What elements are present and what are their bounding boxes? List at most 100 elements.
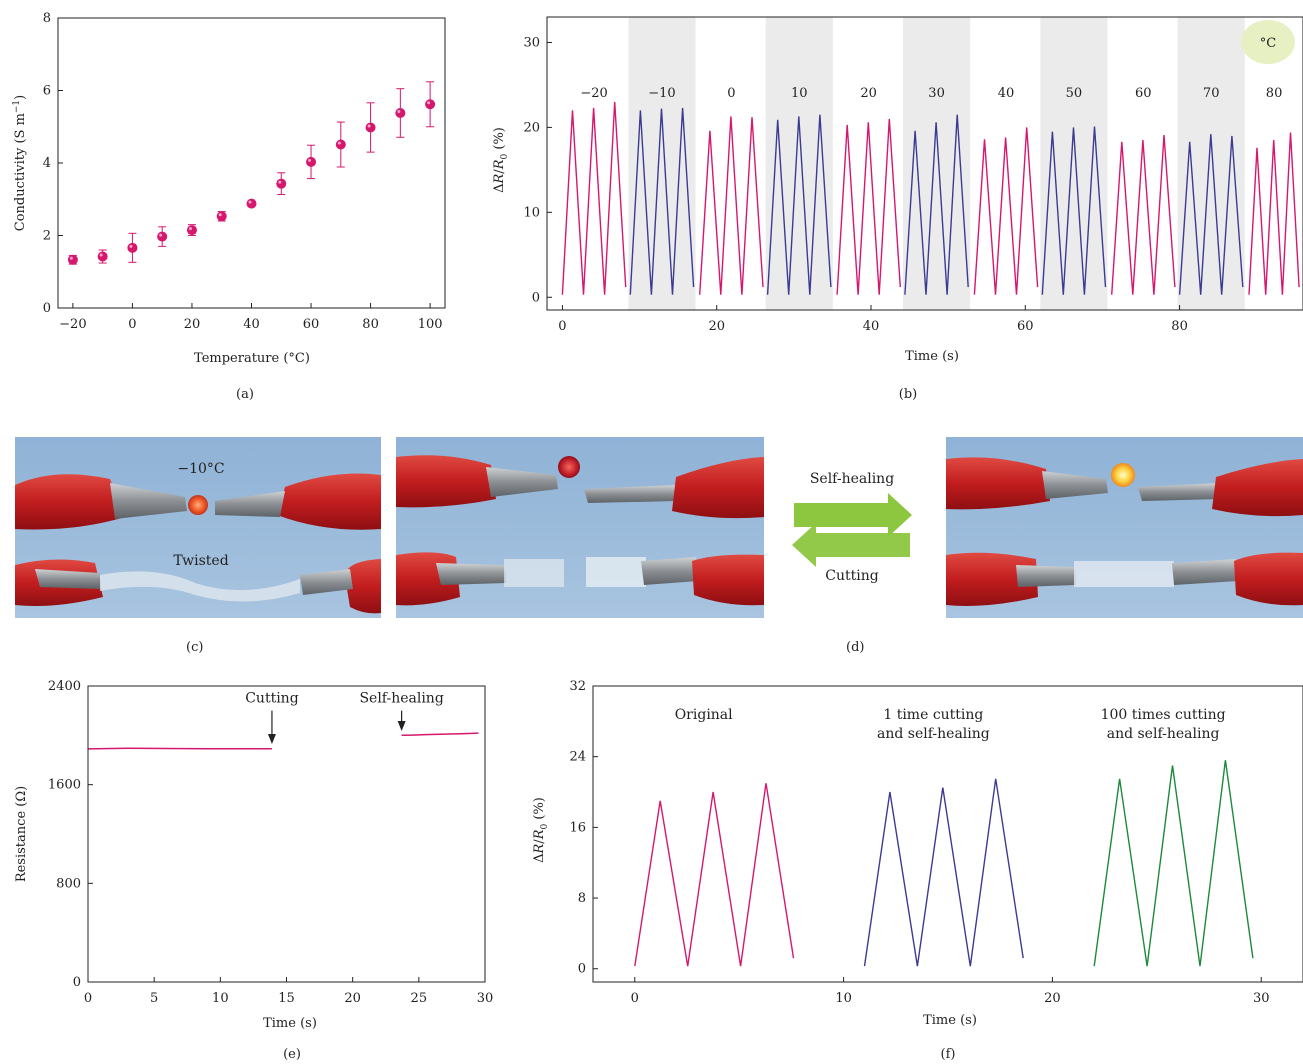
photo-c: −10°C Twisted bbox=[15, 437, 381, 618]
photo-c-twisted-label: Twisted bbox=[173, 553, 228, 569]
unit-badge-text: °C bbox=[1260, 36, 1277, 51]
x-tick-label: 60 bbox=[1017, 319, 1034, 334]
y-tick-label: 8 bbox=[578, 891, 586, 906]
data-point bbox=[186, 225, 197, 236]
response-curve-segment bbox=[699, 116, 764, 295]
temperature-label: 40 bbox=[998, 86, 1015, 101]
clip-jaw-bottom-right bbox=[641, 557, 698, 585]
data-point bbox=[67, 254, 78, 265]
response-curve-segment bbox=[1178, 134, 1244, 295]
temperature-label: −10 bbox=[648, 86, 675, 101]
chart-a-panel-label: (a) bbox=[236, 387, 254, 402]
y-tick-label: 30 bbox=[523, 35, 540, 50]
data-point bbox=[157, 231, 168, 242]
data-point bbox=[425, 99, 436, 110]
twisted-hydrogel-strip bbox=[100, 571, 300, 602]
healing-cutting-arrows: Self-healing Cutting bbox=[780, 437, 932, 618]
temperature-label: 10 bbox=[791, 86, 808, 101]
clip-red-handle-bottom-right bbox=[345, 559, 381, 614]
clip-jaw-top-left bbox=[486, 467, 558, 497]
response-curve-segment bbox=[836, 118, 901, 295]
y-tick-label: 2 bbox=[43, 229, 51, 244]
series-curve bbox=[634, 783, 795, 967]
healed-hydrogel-strip bbox=[1074, 561, 1174, 587]
event-annotation: Cutting bbox=[245, 691, 298, 707]
y-tick-label: 2400 bbox=[48, 679, 81, 694]
x-tick-label: 80 bbox=[1171, 319, 1188, 334]
clip-red-handle-top-right bbox=[277, 473, 381, 530]
photo-c-temp-label: −10°C bbox=[177, 461, 224, 477]
clip-jaw-top-right bbox=[215, 491, 285, 517]
data-point-highlight bbox=[397, 109, 401, 113]
clip-jaw-bottom-left bbox=[436, 563, 506, 585]
temperature-label: 20 bbox=[860, 86, 877, 101]
y-tick-label: 0 bbox=[532, 290, 540, 305]
clip-red-handle-bottom-left bbox=[946, 552, 1038, 606]
chart-b-xlabel: Time (s) bbox=[905, 349, 959, 364]
chart-b-panel-label: (b) bbox=[899, 387, 917, 402]
x-tick-label: 30 bbox=[1253, 991, 1270, 1006]
y-tick-label: 1600 bbox=[48, 778, 81, 793]
x-tick-label: 80 bbox=[362, 317, 379, 332]
clip-red-handle-top-left bbox=[946, 457, 1050, 510]
x-tick-label: 5 bbox=[150, 991, 158, 1006]
x-tick-label: 30 bbox=[477, 991, 494, 1006]
data-point bbox=[97, 251, 108, 262]
response-curve-segment bbox=[973, 127, 1039, 295]
series-label-line2: and self-healing bbox=[1107, 726, 1220, 742]
response-curve-segment bbox=[904, 114, 969, 295]
chart-a-ylabel: Conductivity (S m−1) bbox=[12, 95, 28, 232]
data-point-highlight bbox=[69, 256, 73, 260]
data-point-highlight bbox=[248, 200, 252, 204]
clip-red-handle-bottom-right bbox=[692, 554, 764, 606]
x-tick-label: 60 bbox=[303, 317, 320, 332]
clip-red-handle-top-right bbox=[672, 457, 764, 519]
x-tick-label: −20 bbox=[59, 317, 86, 332]
resistance-curve bbox=[401, 732, 479, 737]
chart-a: −20 0 20 40 60 80 100 0 2 4 6 8 Temperature (°C) Co… bbox=[12, 11, 446, 402]
clip-jaw-bottom-left bbox=[1016, 565, 1076, 587]
y-tick-label: 20 bbox=[523, 120, 540, 135]
x-tick-label: 20 bbox=[1044, 991, 1061, 1006]
y-tick-label: 10 bbox=[523, 205, 540, 220]
x-tick-label: 25 bbox=[411, 991, 428, 1006]
response-curve-segment bbox=[1041, 126, 1107, 295]
y-tick-label: 0 bbox=[43, 301, 51, 316]
response-curve-segment bbox=[766, 114, 832, 295]
hydrogel-piece-right bbox=[586, 557, 646, 587]
photo-d-healed bbox=[946, 437, 1303, 618]
y-tick-label: 0 bbox=[578, 962, 586, 977]
series-label: Original bbox=[675, 707, 733, 723]
photo-c-panel-label: (c) bbox=[186, 640, 204, 655]
data-point bbox=[365, 122, 376, 133]
chart-b-frame bbox=[546, 16, 1303, 311]
x-tick-label: 15 bbox=[278, 991, 295, 1006]
data-point bbox=[246, 198, 257, 209]
clip-jaw-top-left bbox=[110, 483, 187, 519]
temperature-label: 30 bbox=[928, 86, 945, 101]
y-tick-label: 4 bbox=[43, 156, 51, 171]
shaded-temperature-band bbox=[1040, 17, 1108, 310]
y-tick-label: 24 bbox=[569, 750, 586, 765]
x-tick-label: 0 bbox=[558, 319, 566, 334]
hydrogel-piece-left bbox=[504, 559, 564, 587]
chart-e-frame bbox=[87, 685, 486, 983]
shaded-temperature-band bbox=[628, 17, 696, 310]
data-point-highlight bbox=[218, 213, 222, 217]
data-point bbox=[395, 107, 406, 118]
y-tick-label: 6 bbox=[43, 84, 51, 99]
x-tick-label: 20 bbox=[344, 991, 361, 1006]
temperature-label: 0 bbox=[727, 86, 735, 101]
data-point-highlight bbox=[129, 244, 133, 248]
chart-b: 0 20 40 60 80 0 10 20 30 −20 −10 0 10 20 30 40 50 60 70 80… bbox=[492, 16, 1303, 402]
temperature-label: 50 bbox=[1066, 86, 1083, 101]
led-icon bbox=[188, 495, 208, 515]
chart-f-ylabel: ΔR/R0 (%) bbox=[532, 797, 550, 863]
x-tick-label: 10 bbox=[835, 991, 852, 1006]
clip-jaw-bottom-left bbox=[35, 569, 101, 589]
chart-e-panel-label: (e) bbox=[283, 1047, 301, 1062]
clip-jaw-top-right bbox=[1138, 483, 1220, 501]
resistance-curve bbox=[87, 747, 272, 750]
self-healing-label: Self-healing bbox=[810, 471, 894, 487]
clip-jaw-bottom-right bbox=[300, 569, 353, 595]
